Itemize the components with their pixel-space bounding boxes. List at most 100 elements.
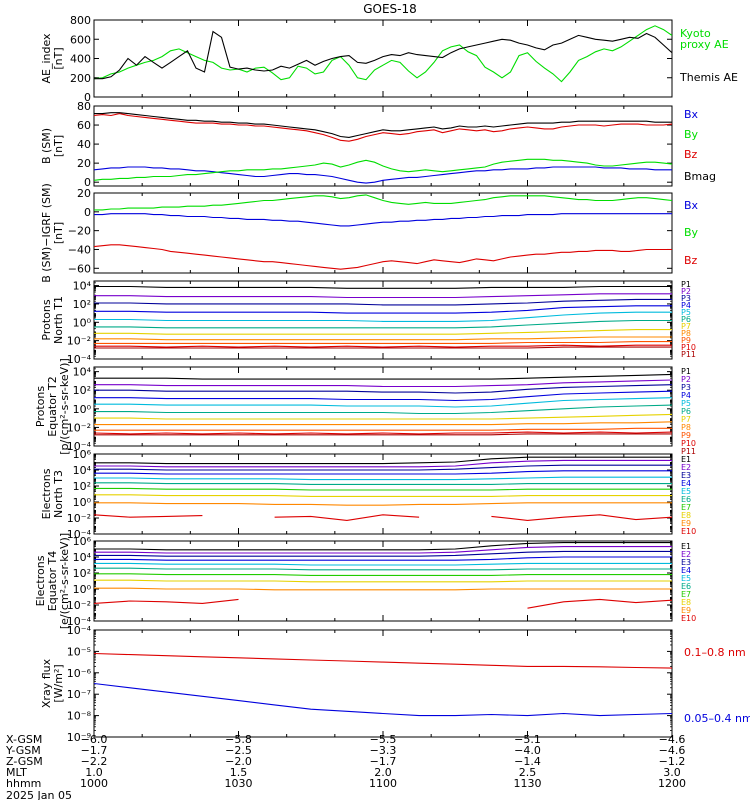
series-line-p3 [94, 298, 672, 306]
series-line-kyoto-proxy-ae [94, 25, 672, 83]
series-line-0-1-0-8-nm [94, 652, 672, 669]
legend-label: E6 [681, 495, 691, 504]
series-line-e10 [94, 514, 672, 521]
y-tick-label: 10⁰ [73, 316, 92, 329]
legend-label: E5 [681, 574, 691, 583]
series-line-p2 [94, 293, 672, 299]
legend-label: E3 [681, 471, 691, 480]
y-tick-label: 10⁴ [73, 551, 92, 564]
legend-label: P10 [681, 343, 696, 352]
series-line-bz [94, 113, 672, 142]
y-tick-label: 10⁰ [73, 496, 92, 509]
legend-label: P8 [681, 329, 691, 338]
series-line-p7 [94, 329, 672, 335]
y-tick-label: 10⁰ [73, 583, 92, 596]
series-line-e8 [94, 579, 672, 583]
ephemeris-value: −6.0 [81, 733, 108, 746]
y-axis-label: ProtonsEquator T2[p/(cm²-s-sr-keV)] [34, 358, 71, 455]
legend-label: Bmag [684, 170, 716, 183]
y-tick-label: 10⁻⁸ [67, 710, 92, 723]
y-axis-label: B (SM)−IGRF (SM)[nT] [40, 183, 65, 283]
legend-label: E6 [681, 582, 691, 591]
ephemeris-value: 1000 [80, 777, 108, 790]
y-tick-label: 20 [77, 187, 91, 200]
plot-title: GOES-18 [363, 2, 417, 16]
ephemeris-value: −4.6 [659, 733, 686, 746]
ephemeris-value: −1.7 [370, 755, 397, 768]
series-line-e4 [94, 556, 672, 561]
legend-label: E3 [681, 558, 691, 567]
legend-label: P11 [681, 447, 696, 456]
ephemeris-value: −1.7 [81, 744, 108, 757]
y-tick-label: 40 [77, 138, 91, 151]
legend-label: P5 [681, 399, 691, 408]
ephemeris-value: −5.5 [370, 733, 397, 746]
legend-label: E4 [681, 566, 691, 575]
y-axis-label: AE_index[nT] [40, 33, 65, 84]
legend-label: E8 [681, 598, 691, 607]
legend-label: P11 [681, 350, 696, 359]
legend-label: E5 [681, 487, 691, 496]
series-line-e1 [94, 456, 672, 465]
y-tick-label: −60 [68, 262, 91, 275]
y-tick-label: 10⁻⁴ [67, 615, 92, 628]
y-tick-label: 10⁶ [73, 535, 92, 548]
series-line-p1 [94, 373, 672, 380]
ephemeris-value: −4.0 [514, 744, 541, 757]
y-tick-label: 10⁻² [67, 599, 91, 612]
series-line-p8 [94, 336, 672, 341]
legend-label: Bx [684, 199, 699, 212]
series-line-by [94, 194, 672, 211]
legend-label: 0.1–0.8 nm [684, 646, 746, 659]
ephemeris-value: −1.4 [514, 755, 541, 768]
panel-xray: 10⁻⁴ 10⁻⁵ 10⁻⁶ 10⁻⁷ 10⁻⁸ 10⁻⁹ Xray flux[W/m²] 0… [40, 624, 750, 744]
y-tick-label: 10⁻⁶ [67, 667, 92, 680]
y-tick-label: 10⁻² [67, 335, 91, 348]
ephemeris-value: −5.1 [514, 733, 541, 746]
series-line-e7 [94, 573, 672, 576]
ephemeris-value: −2.2 [81, 755, 108, 768]
legend-label: E10 [681, 614, 696, 623]
series-line-bmag [94, 112, 672, 138]
series-line-p11 [94, 346, 672, 349]
y-tick-label: 20 [77, 157, 91, 170]
legend-label: P1 [681, 280, 691, 289]
legend-label: 0.05–0.4 nm [684, 712, 750, 725]
legend-label: Bx [684, 108, 699, 121]
ephemeris-row-label: Y-GSM [5, 744, 41, 757]
legend-label: P10 [681, 439, 696, 448]
ephemeris-value: 1100 [369, 777, 397, 790]
ephemeris-value: 1.5 [230, 766, 248, 779]
y-tick-label: −20 [68, 225, 91, 238]
series-line-p9 [94, 427, 672, 431]
legend-label: E7 [681, 503, 691, 512]
legend-label: P9 [681, 336, 691, 345]
series-line-e4 [94, 470, 672, 475]
legend-label: Kyoto proxy AE [680, 27, 729, 51]
legend-label: E2 [681, 550, 691, 559]
y-tick-label: 10⁻⁹ [67, 731, 91, 744]
legend-label: E1 [681, 455, 691, 464]
series-line-p4 [94, 390, 672, 402]
series-line-e6 [94, 482, 672, 485]
ephemeris-value: −2.5 [225, 744, 252, 757]
legend-label: E2 [681, 463, 691, 472]
legend-label: Bz [684, 254, 698, 267]
ephemeris-value: −3.3 [370, 744, 397, 757]
y-tick-label: 10⁰ [73, 403, 92, 416]
series-line-p3 [94, 384, 672, 394]
y-tick-label: 200 [70, 72, 91, 85]
legend-label: E10 [681, 527, 696, 536]
series-line-e2 [94, 546, 672, 554]
legend-label: E9 [681, 606, 691, 615]
legend-label: P3 [681, 383, 691, 392]
y-axis-label: ElectronsEquator T4[e/(cm²-s-sr-keV)] [34, 533, 71, 629]
series-line-e2 [94, 459, 672, 468]
y-tick-label: 10² [73, 298, 91, 311]
series-line-e3 [94, 550, 672, 557]
legend-label: P8 [681, 423, 691, 432]
